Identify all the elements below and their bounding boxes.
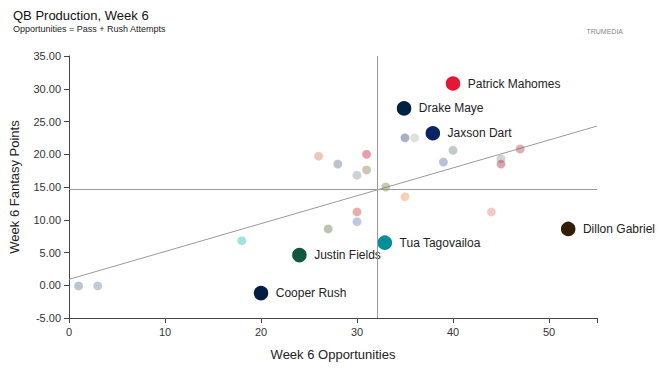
svg-text:Opportunities = Pass + Rush At: Opportunities = Pass + Rush Attempts	[13, 24, 166, 34]
svg-text:30: 30	[351, 326, 363, 338]
svg-text:Drake Maye: Drake Maye	[419, 101, 484, 115]
svg-text:25.00: 25.00	[33, 116, 61, 128]
svg-text:35.00: 35.00	[33, 50, 61, 62]
svg-text:-5.00: -5.00	[36, 312, 61, 324]
svg-text:20: 20	[255, 326, 267, 338]
svg-text:Jaxson Dart: Jaxson Dart	[448, 126, 513, 140]
svg-text:20.00: 20.00	[33, 148, 61, 160]
svg-text:Tua Tagovailoa: Tua Tagovailoa	[400, 236, 481, 250]
svg-text:50: 50	[543, 326, 555, 338]
svg-text:Dillon Gabriel: Dillon Gabriel	[583, 222, 655, 236]
svg-text:TRUMEDIA: TRUMEDIA	[586, 28, 623, 35]
svg-text:Patrick Mahomes: Patrick Mahomes	[468, 77, 561, 91]
svg-text:Week 6 Opportunities: Week 6 Opportunities	[271, 347, 396, 362]
svg-text:30.00: 30.00	[33, 83, 61, 95]
svg-text:Week 6 Fantasy Points: Week 6 Fantasy Points	[7, 120, 22, 254]
svg-text:10.00: 10.00	[33, 214, 61, 226]
svg-text:10: 10	[159, 326, 171, 338]
svg-text:5.00: 5.00	[40, 247, 61, 259]
svg-text:0: 0	[66, 326, 72, 338]
svg-text:40: 40	[447, 326, 459, 338]
svg-text:QB Production, Week 6: QB Production, Week 6	[13, 8, 149, 23]
svg-text:0.00: 0.00	[40, 279, 61, 291]
svg-text:Cooper Rush: Cooper Rush	[276, 286, 347, 300]
svg-text:15.00: 15.00	[33, 181, 61, 193]
svg-text:Justin Fields: Justin Fields	[314, 248, 381, 262]
